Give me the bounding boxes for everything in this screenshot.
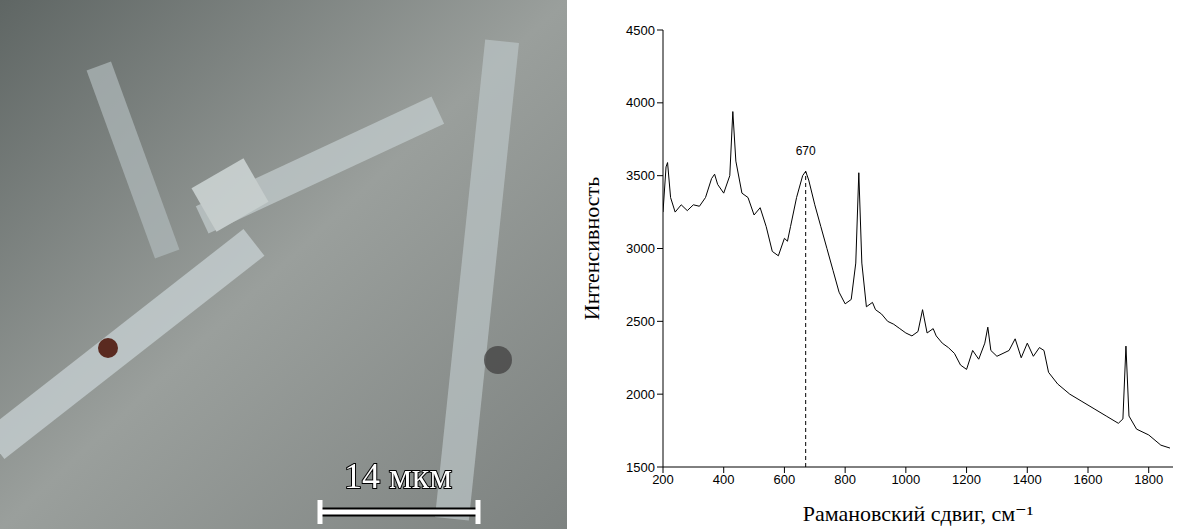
svg-text:Интенсивность: Интенсивность (579, 177, 604, 320)
svg-text:1400: 1400 (1013, 472, 1042, 487)
svg-text:1000: 1000 (891, 472, 920, 487)
svg-text:670: 670 (796, 144, 816, 158)
svg-text:2500: 2500 (626, 314, 655, 329)
svg-text:Рамановский сдвиг, см⁻¹: Рамановский сдвиг, см⁻¹ (803, 501, 1034, 526)
svg-text:4000: 4000 (626, 95, 655, 110)
svg-text:14 мкм: 14 мкм (344, 456, 452, 496)
svg-text:1600: 1600 (1074, 472, 1103, 487)
svg-text:1200: 1200 (952, 472, 981, 487)
svg-text:600: 600 (774, 472, 796, 487)
svg-text:1800: 1800 (1134, 472, 1163, 487)
svg-text:3500: 3500 (626, 168, 655, 183)
svg-text:200: 200 (652, 472, 674, 487)
svg-text:400: 400 (713, 472, 735, 487)
svg-text:4500: 4500 (626, 23, 655, 38)
svg-text:2000: 2000 (626, 387, 655, 402)
svg-text:3000: 3000 (626, 241, 655, 256)
svg-text:800: 800 (834, 472, 856, 487)
svg-text:1500: 1500 (626, 460, 655, 475)
